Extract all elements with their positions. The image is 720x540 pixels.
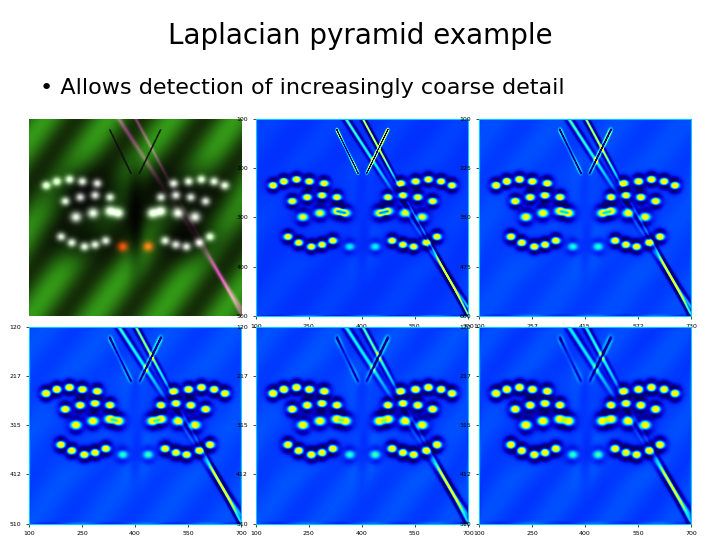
Text: Laplacian pyramid example: Laplacian pyramid example bbox=[168, 22, 552, 50]
Text: • Allows detection of increasingly coarse detail: • Allows detection of increasingly coars… bbox=[40, 78, 564, 98]
